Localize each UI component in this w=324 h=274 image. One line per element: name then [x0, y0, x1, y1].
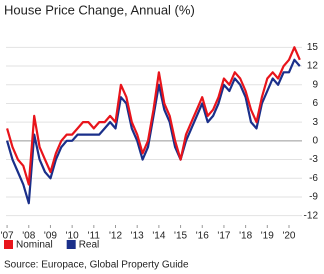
- x-tick-label: '10: [66, 231, 79, 242]
- x-tick-label: '09: [44, 231, 57, 242]
- y-tick-label: 3: [312, 117, 318, 128]
- y-tick-label: -9: [309, 192, 318, 203]
- x-tick-label: '20: [282, 231, 295, 242]
- x-tick-label: '14: [152, 231, 165, 242]
- legend-swatch: [4, 240, 13, 249]
- x-tick-label: '18: [239, 231, 252, 242]
- chart-title: House Price Change, Annual (%): [4, 2, 195, 17]
- x-tick-label: '13: [131, 231, 144, 242]
- x-tick-label: '07: [1, 231, 14, 242]
- legend-label: Nominal: [16, 240, 53, 251]
- x-tick-label: '08: [22, 231, 35, 242]
- x-tick-label: '12: [109, 231, 122, 242]
- y-tick-label: -6: [309, 173, 318, 184]
- legend-swatch: [66, 240, 76, 249]
- y-tick-label: -12: [304, 210, 319, 221]
- y-tick-label: -3: [309, 154, 318, 165]
- line-series: [6, 58, 301, 205]
- y-tick-label: 9: [312, 79, 318, 90]
- y-tick-label: 12: [307, 61, 319, 72]
- x-tick-label: '11: [88, 231, 101, 242]
- y-tick-label: 15: [307, 42, 319, 53]
- x-tick-label: '16: [196, 231, 209, 242]
- source: Source: Europace, Global Property Guide: [4, 260, 189, 271]
- x-tick-label: '15: [174, 231, 187, 242]
- x-tick-label: '19: [261, 231, 274, 242]
- y-tick-label: 6: [312, 98, 318, 109]
- y-tick-label: 0: [312, 135, 318, 146]
- line-series: [6, 46, 301, 186]
- x-tick-label: '17: [217, 231, 230, 242]
- legend-label: Real: [79, 240, 100, 251]
